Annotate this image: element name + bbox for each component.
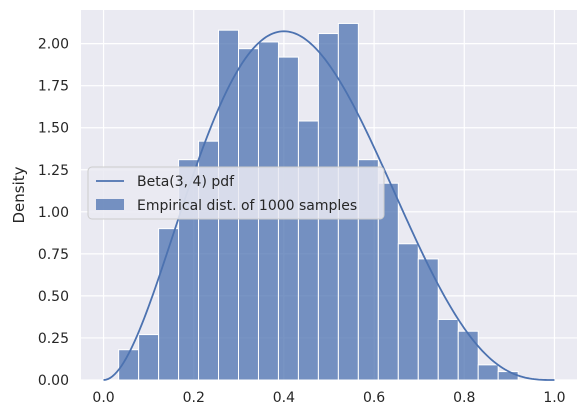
y-tick-label: 2.00 — [38, 37, 69, 53]
y-tick-label: 0.00 — [38, 373, 69, 389]
legend-bar-label: Empirical dist. of 1000 samples — [137, 198, 357, 214]
y-tick-label: 1.75 — [38, 79, 69, 95]
histogram-bar — [417, 258, 439, 381]
histogram-bar — [497, 371, 519, 381]
y-tick-label: 0.50 — [38, 289, 69, 305]
x-tick-label: 0.6 — [363, 390, 385, 406]
y-tick-label: 0.25 — [38, 331, 69, 347]
x-tick-label: 0.2 — [183, 390, 205, 406]
y-tick-label: 1.00 — [38, 205, 69, 221]
legend-bar-swatch — [96, 199, 124, 210]
y-tick-labels: 0.00 0.25 0.50 0.75 1.00 1.25 1.50 1.75 2.00 — [38, 37, 69, 389]
legend-box — [87, 166, 385, 220]
legend-line-label: Beta(3, 4) pdf — [137, 174, 235, 190]
x-tick-label: 1.0 — [543, 390, 565, 406]
x-tick-label: 0.4 — [273, 390, 295, 406]
histogram-bar — [437, 318, 459, 381]
histogram-bar — [477, 364, 499, 381]
y-axis-label: Density — [10, 166, 28, 223]
histogram-bar — [457, 330, 479, 381]
y-tick-label: 0.75 — [38, 247, 69, 263]
y-tick-label: 1.50 — [38, 121, 69, 137]
y-tick-label: 1.25 — [38, 163, 69, 179]
histogram-bar — [158, 228, 180, 381]
x-tick-label: 0.8 — [453, 390, 475, 406]
legend: Beta(3, 4) pdf Empirical dist. of 1000 s… — [87, 166, 385, 220]
histogram-bar — [397, 243, 419, 381]
histogram-bar — [297, 120, 319, 381]
x-tick-label: 0.0 — [92, 390, 114, 406]
x-tick-labels: 0.0 0.2 0.4 0.6 0.8 1.0 — [92, 390, 565, 406]
histogram-bar — [138, 334, 160, 381]
